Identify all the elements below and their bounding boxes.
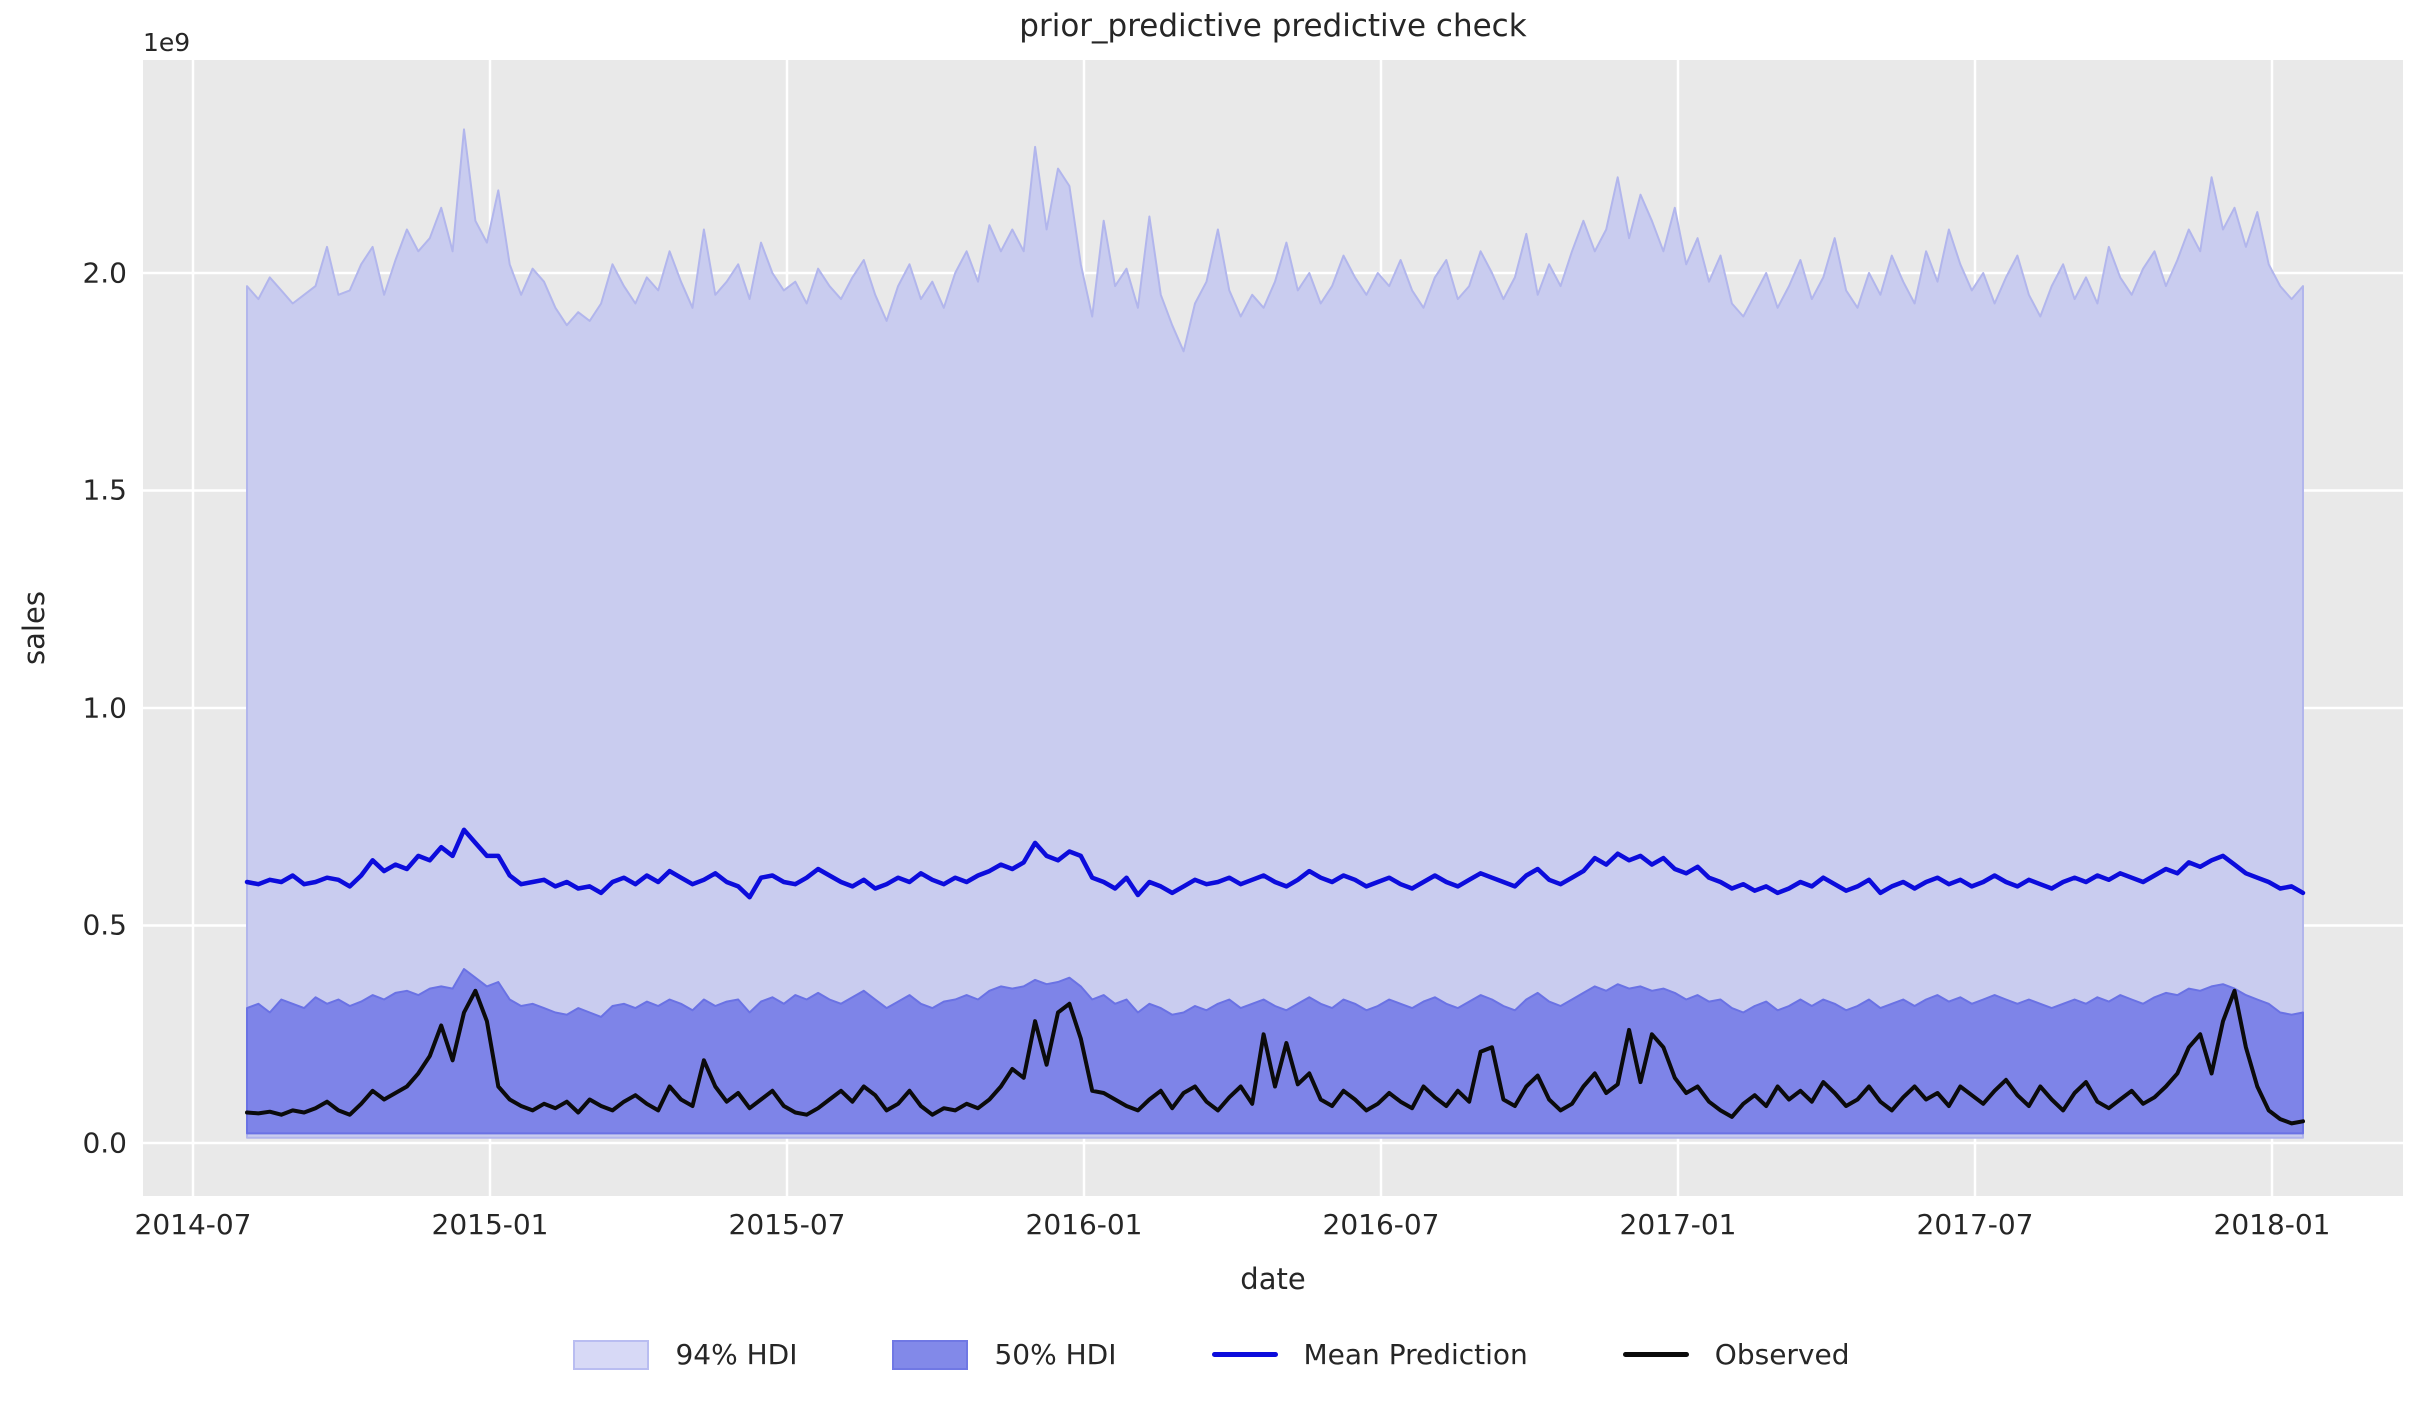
x-tick-2015-01: 2015-01 xyxy=(431,1208,549,1241)
y-tick-0.0: 0.0 xyxy=(82,1126,127,1160)
observed-line xyxy=(245,988,2305,1126)
x-tick-2014-07: 2014-07 xyxy=(134,1208,252,1241)
hdi50-band xyxy=(246,968,2304,1135)
x-axis-label: date xyxy=(1240,1262,1306,1296)
x-tick-2016-01: 2016-01 xyxy=(1025,1208,1143,1241)
x-tick-2017-07: 2017-07 xyxy=(1916,1208,2034,1241)
x-tick-2016-07: 2016-07 xyxy=(1322,1208,1440,1241)
chart-title: prior_predictive predictive check xyxy=(1019,8,1527,44)
legend-item-50-hdi: 50% HDI xyxy=(892,1338,1117,1371)
y-tick-1.5: 1.5 xyxy=(82,473,127,507)
legend-item-mean-prediction: Mean Prediction xyxy=(1211,1338,1528,1371)
x-tick-2018-01: 2018-01 xyxy=(2213,1208,2331,1241)
legend-label-observed: Observed xyxy=(1714,1338,1850,1371)
legend-item-observed: Observed xyxy=(1622,1338,1850,1371)
observed-line-sample-icon xyxy=(1622,1352,1689,1357)
x-tick-2017-01: 2017-01 xyxy=(1619,1208,1737,1241)
legend-label-50-hdi: 50% HDI xyxy=(994,1338,1117,1371)
y-axis-label: sales xyxy=(17,591,51,665)
hdi50-swatch-icon xyxy=(892,1339,969,1370)
legend-item-94-hdi: 94% HDI xyxy=(573,1338,797,1371)
mean-line-sample-icon xyxy=(1211,1352,1278,1357)
y-tick-0.5: 0.5 xyxy=(82,908,127,942)
y-tick-1.0: 1.0 xyxy=(82,691,127,725)
legend: 94% HDI 50% HDI Mean Prediction Observed xyxy=(0,1338,2423,1371)
hdi94-band xyxy=(246,128,2304,1139)
y-axis-offset-text: 1e9 xyxy=(143,28,191,57)
mean-prediction-line xyxy=(244,827,2306,900)
y-tick-2.0: 2.0 xyxy=(82,256,127,290)
legend-label-94-hdi: 94% HDI xyxy=(675,1338,798,1371)
legend-label-mean-prediction: Mean Prediction xyxy=(1303,1338,1528,1371)
hdi94-swatch-icon xyxy=(573,1339,650,1370)
x-tick-2015-07: 2015-07 xyxy=(728,1208,846,1241)
